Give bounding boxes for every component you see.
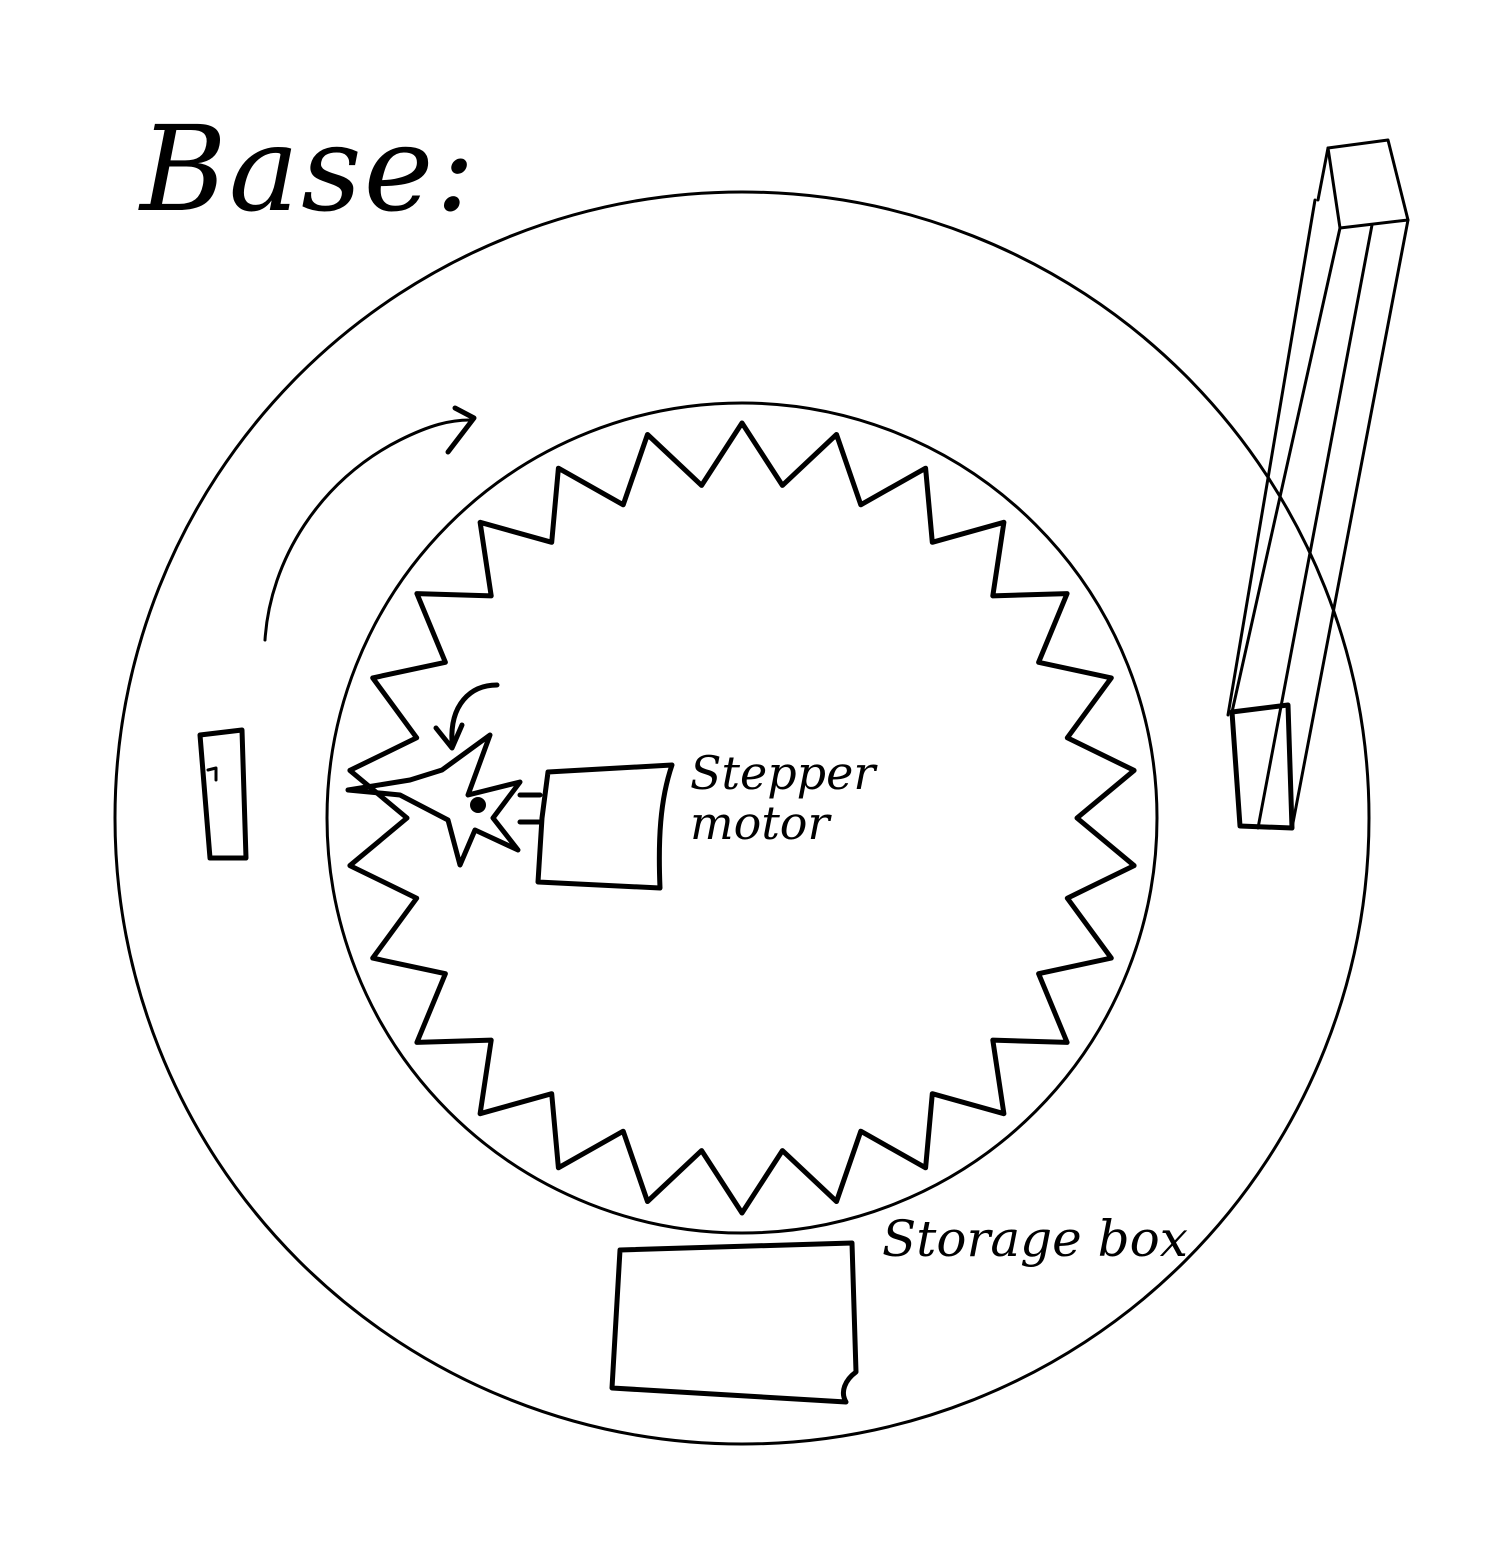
stepper-label-line2: motor: [690, 796, 830, 850]
large-gear: [347, 420, 1137, 1216]
rotation-arrow-head: [445, 405, 477, 455]
storage-box: [609, 1240, 859, 1405]
pinion-gear: [345, 732, 523, 868]
pinion-arrow: [449, 682, 500, 745]
stepper-label-line1: Stepper: [690, 746, 876, 800]
diagram-title: Base:: [140, 100, 478, 238]
stepper-motor-shaft: [517, 792, 543, 825]
vertical-post: [1226, 138, 1410, 831]
pinion-arrow-head: [433, 722, 465, 751]
pinion-axle: [470, 797, 486, 813]
stepper-motor-label: Stepper motor: [690, 748, 875, 848]
storage-box-label: Storage box: [882, 1210, 1188, 1268]
inner-platform-circle: [325, 401, 1159, 1235]
rotation-arrow: [263, 418, 472, 642]
outer-base-circle: [113, 190, 1371, 1446]
left-support-block: [197, 727, 249, 861]
left-support-notch: [206, 766, 218, 782]
stepper-motor-box: [535, 762, 675, 891]
